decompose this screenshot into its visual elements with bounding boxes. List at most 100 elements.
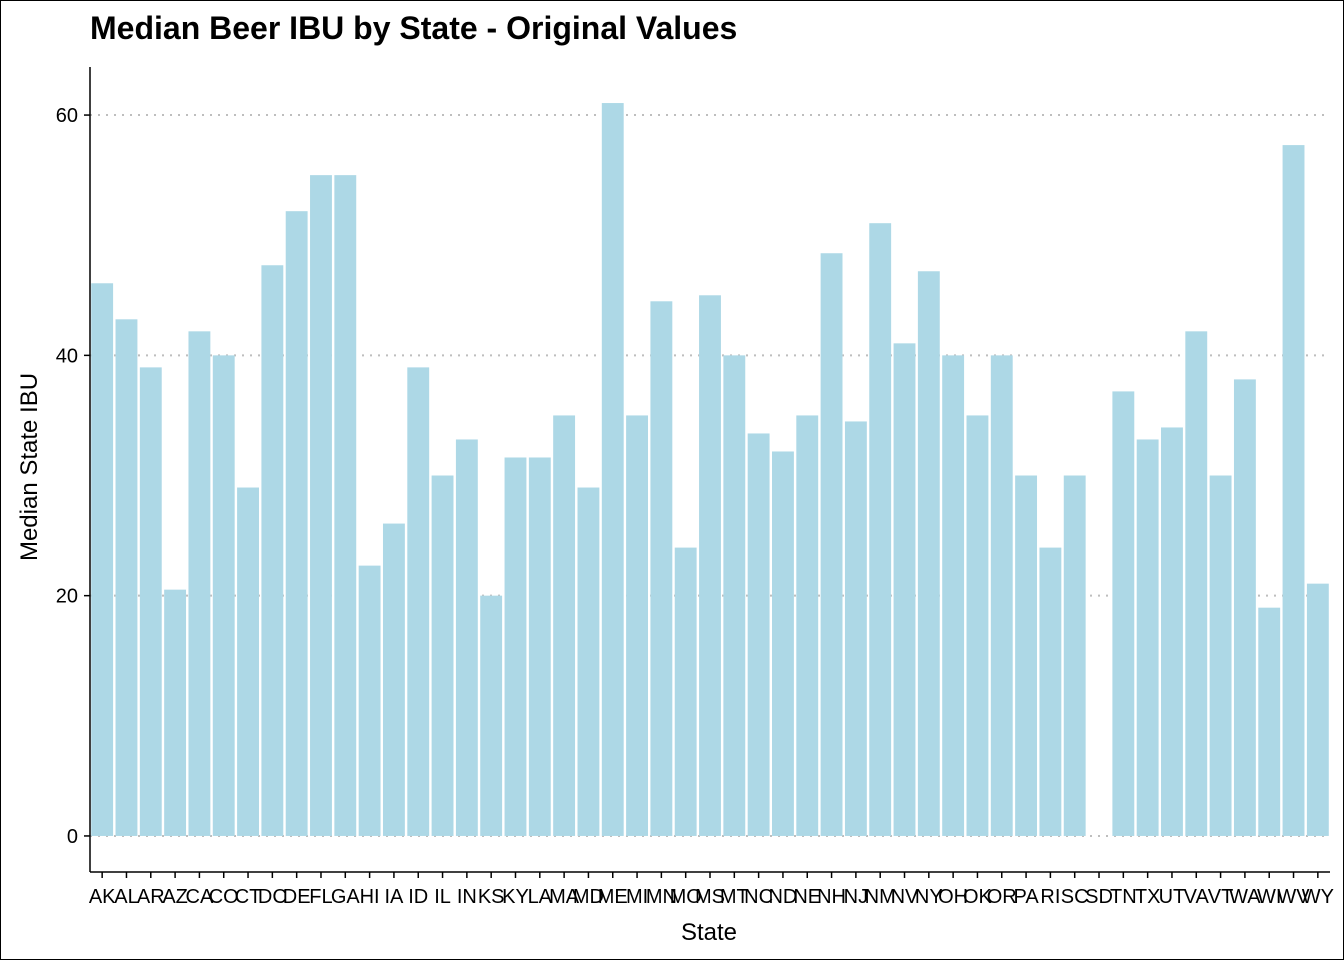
x-tick-label-oh: OH [938, 886, 968, 908]
x-tick-label-nh: NH [817, 886, 846, 908]
x-tick-label-nm: NM [865, 886, 896, 908]
y-tick-label: 60 [56, 105, 78, 127]
x-tick-label-id: ID [408, 886, 428, 908]
x-tick-label-dc: DC [258, 886, 287, 908]
bar-mt [723, 355, 746, 836]
bar-co [212, 355, 235, 836]
x-tick-label-md: MD [573, 886, 604, 908]
x-tick-label-sc: SC [1061, 886, 1089, 908]
x-tick-label-ut: UT [1159, 886, 1186, 908]
x-tick-label-ne: NE [793, 886, 821, 908]
x-tick-label-wi: WI [1257, 886, 1281, 908]
x-tick-label-hi: HI [360, 886, 380, 908]
bar-in [455, 439, 478, 836]
x-tick-label-in: IN [457, 886, 477, 908]
bar-la [528, 457, 551, 836]
bar-nd [772, 451, 794, 836]
x-tick-label-ma: MA [549, 886, 580, 908]
bar-ut [1161, 427, 1183, 836]
x-tick-label-wy: WY [1302, 886, 1334, 908]
x-tick-label-tx: TX [1135, 886, 1161, 908]
x-tick-label-ks: KS [478, 886, 505, 908]
bar-or [990, 355, 1013, 836]
y-tick-label: 40 [56, 345, 78, 367]
x-tick-label-ms: MS [695, 886, 725, 908]
bar-ma [553, 415, 576, 836]
bar-id [407, 367, 430, 836]
x-tick-label-nc: NC [744, 886, 773, 908]
y-tick-label: 0 [67, 826, 78, 848]
bar-md [577, 487, 600, 836]
bar-tx [1136, 439, 1159, 836]
y-axis-title: Median State IBU [16, 373, 43, 561]
x-tick-label-or: OR [987, 886, 1017, 908]
x-tick-label-wv: WV [1277, 886, 1310, 908]
bar-ia [382, 523, 405, 836]
bar-ny [917, 271, 940, 836]
bar-vt [1209, 475, 1232, 836]
y-axis-ticks: 0 20 40 60 [56, 105, 90, 848]
bar-nv [893, 343, 916, 836]
x-tick-label-nj: NJ [844, 886, 868, 908]
x-axis-title: State [681, 919, 737, 946]
x-tick-label-ak: AK [89, 886, 116, 908]
x-tick-label-nd: ND [768, 886, 797, 908]
x-tick-label-mo: MO [670, 886, 702, 908]
bar-ms [699, 295, 721, 836]
x-tick-label-vt: VT [1208, 886, 1234, 908]
bar-al [115, 319, 138, 836]
x-tick-label-pa: PA [1013, 886, 1039, 908]
bar-va [1185, 331, 1208, 836]
bar-de [285, 211, 308, 836]
bar-ct [237, 487, 259, 836]
y-tick-label: 20 [56, 586, 78, 608]
bar-ga [334, 175, 357, 836]
x-tick-label-mi: MI [626, 886, 648, 908]
bars [91, 103, 1329, 836]
x-tick-label-tn: TN [1110, 886, 1137, 908]
bar-sc [1063, 475, 1086, 836]
bar-nc [747, 433, 770, 836]
bar-tn [1112, 391, 1135, 836]
x-tick-label-il: IL [434, 886, 451, 908]
x-tick-label-ky: KY [502, 886, 529, 908]
x-tick-label-sd: SD [1085, 886, 1113, 908]
x-tick-label-la: LA [528, 886, 553, 908]
bar-ky [504, 457, 527, 836]
bar-wa [1233, 379, 1256, 836]
bar-il [431, 475, 454, 836]
bar-wi [1258, 607, 1281, 836]
bar-ri [1039, 547, 1062, 836]
bar-oh [942, 355, 965, 836]
x-tick-label-ri: RI [1040, 886, 1060, 908]
bar-nh [820, 253, 843, 836]
bar-fl [310, 175, 332, 836]
x-tick-label-mt: MT [720, 886, 749, 908]
x-tick-label-fl: FL [309, 886, 332, 908]
bar-me [601, 103, 624, 836]
x-tick-label-ny: NY [915, 886, 943, 908]
bar-mo [674, 547, 697, 836]
chart-title: Median Beer IBU by State - Original Valu… [90, 10, 738, 46]
bar-ne [796, 415, 819, 836]
x-tick-label-ca: CA [186, 886, 214, 908]
x-tick-label-ok: OK [963, 886, 993, 908]
bar-nm [869, 223, 892, 836]
x-tick-label-ct: CT [235, 886, 262, 908]
x-tick-label-ga: GA [331, 886, 361, 908]
bar-ok [966, 415, 989, 836]
bar-wv [1282, 145, 1305, 836]
x-tick-label-az: AZ [162, 886, 188, 908]
x-tick-label-me: ME [598, 886, 628, 908]
bar-mi [626, 415, 648, 836]
x-tick-label-wa: WA [1229, 886, 1261, 908]
x-tick-label-va: VA [1184, 886, 1210, 908]
x-tick-label-ia: IA [384, 886, 404, 908]
x-tick-label-nv: NV [891, 886, 919, 908]
bar-ks [480, 595, 503, 836]
x-tick-label-mn: MN [646, 886, 677, 908]
x-tick-label-de: DE [283, 886, 311, 908]
bar-az [164, 589, 187, 836]
bar-dc [261, 265, 284, 836]
